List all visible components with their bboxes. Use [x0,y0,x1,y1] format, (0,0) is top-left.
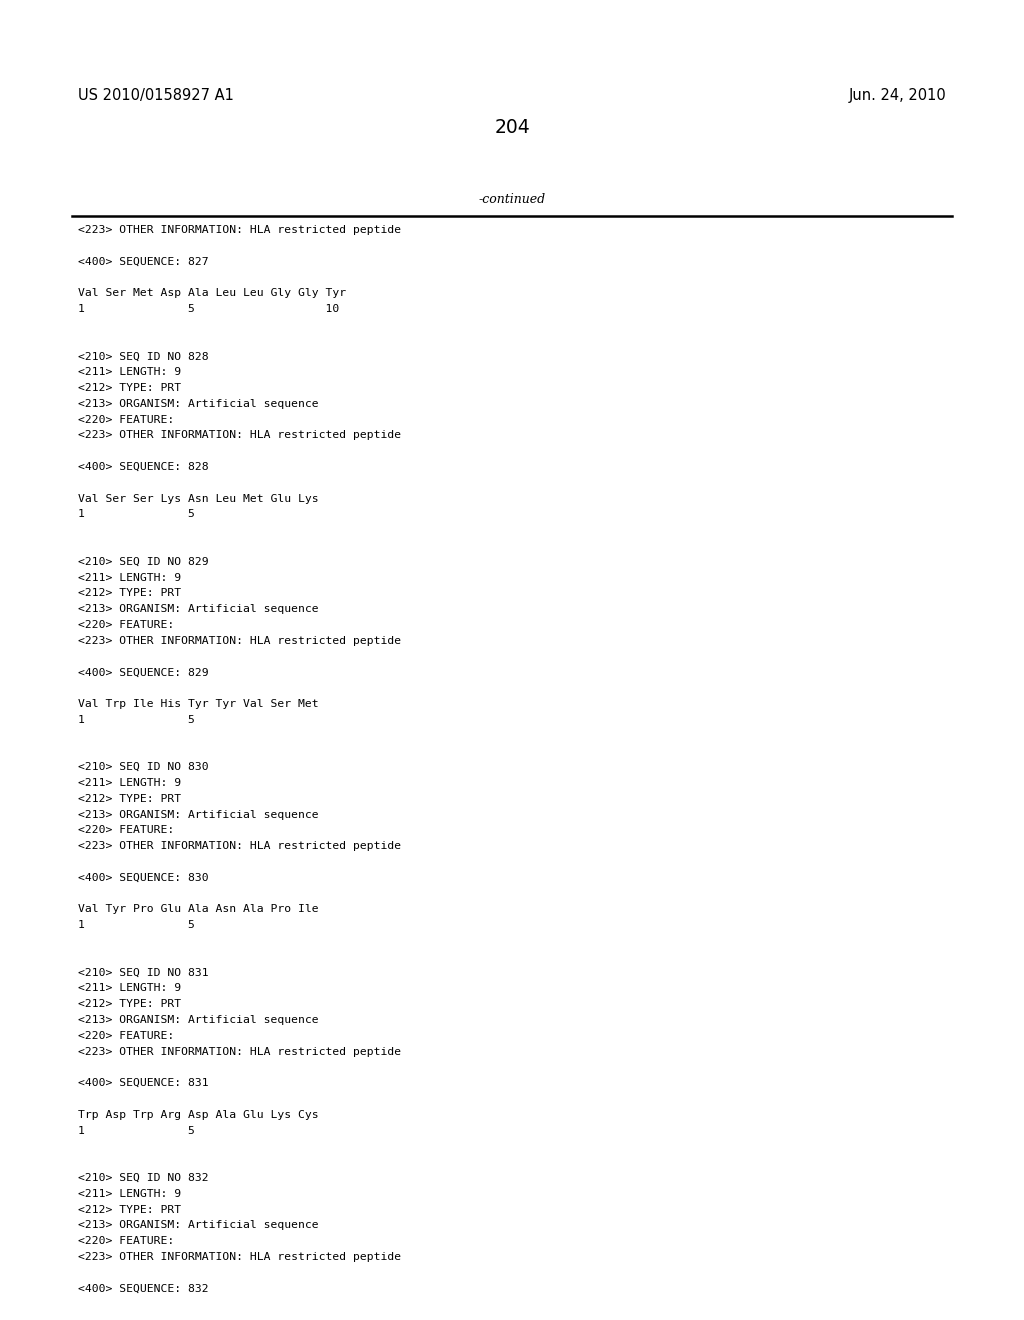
Text: <220> FEATURE:: <220> FEATURE: [78,825,174,836]
Text: <220> FEATURE:: <220> FEATURE: [78,620,174,630]
Text: 1               5: 1 5 [78,715,195,725]
Text: Val Ser Ser Lys Asn Leu Met Glu Lys: Val Ser Ser Lys Asn Leu Met Glu Lys [78,494,318,504]
Text: <212> TYPE: PRT: <212> TYPE: PRT [78,999,181,1010]
Text: <213> ORGANISM: Artificial sequence: <213> ORGANISM: Artificial sequence [78,1015,318,1026]
Text: <213> ORGANISM: Artificial sequence: <213> ORGANISM: Artificial sequence [78,809,318,820]
Text: <400> SEQUENCE: 830: <400> SEQUENCE: 830 [78,873,209,883]
Text: <223> OTHER INFORMATION: HLA restricted peptide: <223> OTHER INFORMATION: HLA restricted … [78,224,401,235]
Text: <213> ORGANISM: Artificial sequence: <213> ORGANISM: Artificial sequence [78,399,318,409]
Text: <400> SEQUENCE: 831: <400> SEQUENCE: 831 [78,1078,209,1088]
Text: <210> SEQ ID NO 830: <210> SEQ ID NO 830 [78,762,209,772]
Text: <211> LENGTH: 9: <211> LENGTH: 9 [78,367,181,378]
Text: <210> SEQ ID NO 829: <210> SEQ ID NO 829 [78,557,209,566]
Text: 1               5: 1 5 [78,510,195,519]
Text: <210> SEQ ID NO 828: <210> SEQ ID NO 828 [78,351,209,362]
Text: <211> LENGTH: 9: <211> LENGTH: 9 [78,1189,181,1199]
Text: <220> FEATURE:: <220> FEATURE: [78,1237,174,1246]
Text: 1               5: 1 5 [78,920,195,931]
Text: <220> FEATURE:: <220> FEATURE: [78,414,174,425]
Text: Trp Asp Trp Arg Asp Ala Glu Lys Cys: Trp Asp Trp Arg Asp Ala Glu Lys Cys [78,1110,318,1119]
Text: 1               5                   10: 1 5 10 [78,304,339,314]
Text: <211> LENGTH: 9: <211> LENGTH: 9 [78,777,181,788]
Text: Val Trp Ile His Tyr Tyr Val Ser Met: Val Trp Ile His Tyr Tyr Val Ser Met [78,700,318,709]
Text: <212> TYPE: PRT: <212> TYPE: PRT [78,383,181,393]
Text: <212> TYPE: PRT: <212> TYPE: PRT [78,793,181,804]
Text: -continued: -continued [478,193,546,206]
Text: <223> OTHER INFORMATION: HLA restricted peptide: <223> OTHER INFORMATION: HLA restricted … [78,636,401,645]
Text: Val Tyr Pro Glu Ala Asn Ala Pro Ile: Val Tyr Pro Glu Ala Asn Ala Pro Ile [78,904,318,915]
Text: <213> ORGANISM: Artificial sequence: <213> ORGANISM: Artificial sequence [78,1221,318,1230]
Text: <400> SEQUENCE: 829: <400> SEQUENCE: 829 [78,668,209,677]
Text: <211> LENGTH: 9: <211> LENGTH: 9 [78,983,181,994]
Text: <223> OTHER INFORMATION: HLA restricted peptide: <223> OTHER INFORMATION: HLA restricted … [78,1047,401,1056]
Text: US 2010/0158927 A1: US 2010/0158927 A1 [78,88,233,103]
Text: Jun. 24, 2010: Jun. 24, 2010 [848,88,946,103]
Text: <400> SEQUENCE: 832: <400> SEQUENCE: 832 [78,1283,209,1294]
Text: <400> SEQUENCE: 827: <400> SEQUENCE: 827 [78,256,209,267]
Text: <223> OTHER INFORMATION: HLA restricted peptide: <223> OTHER INFORMATION: HLA restricted … [78,1251,401,1262]
Text: <210> SEQ ID NO 832: <210> SEQ ID NO 832 [78,1173,209,1183]
Text: 1               5: 1 5 [78,1126,195,1135]
Text: <220> FEATURE:: <220> FEATURE: [78,1031,174,1040]
Text: <212> TYPE: PRT: <212> TYPE: PRT [78,1205,181,1214]
Text: <210> SEQ ID NO 831: <210> SEQ ID NO 831 [78,968,209,978]
Text: <213> ORGANISM: Artificial sequence: <213> ORGANISM: Artificial sequence [78,605,318,614]
Text: Val Ser Met Asp Ala Leu Leu Gly Gly Tyr: Val Ser Met Asp Ala Leu Leu Gly Gly Tyr [78,288,346,298]
Text: <212> TYPE: PRT: <212> TYPE: PRT [78,589,181,598]
Text: <400> SEQUENCE: 828: <400> SEQUENCE: 828 [78,462,209,473]
Text: <211> LENGTH: 9: <211> LENGTH: 9 [78,573,181,582]
Text: <223> OTHER INFORMATION: HLA restricted peptide: <223> OTHER INFORMATION: HLA restricted … [78,430,401,441]
Text: <223> OTHER INFORMATION: HLA restricted peptide: <223> OTHER INFORMATION: HLA restricted … [78,841,401,851]
Text: 204: 204 [495,117,529,137]
